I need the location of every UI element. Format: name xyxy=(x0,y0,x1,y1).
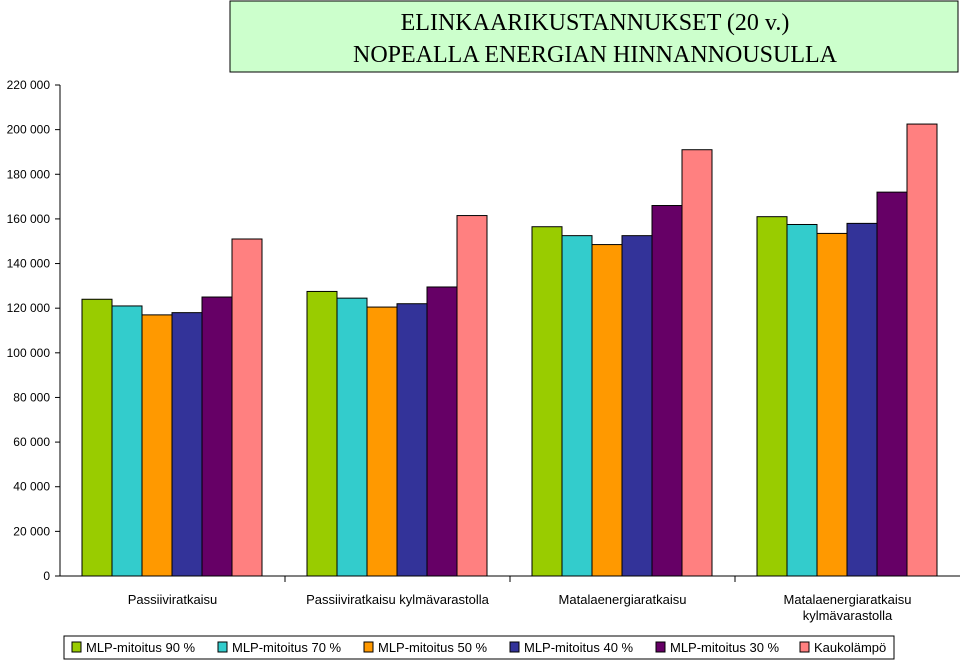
title-box: ELINKAARIKUSTANNUKSET (20 v.) NOPEALLA E… xyxy=(229,0,959,73)
x-category-label: Matalaenergiaratkaisu xyxy=(784,592,912,607)
bar xyxy=(456,215,488,577)
y-tick-label: 40 000 xyxy=(13,480,50,494)
legend-label: MLP-mitoitus 50 % xyxy=(378,640,488,655)
axes: 0 20 000 40 000 60 000 80 000 100 000 120 000 1… xyxy=(7,78,960,583)
bar xyxy=(906,123,938,577)
bar xyxy=(141,314,173,577)
legend: MLP-mitoitus 90 % MLP-mitoitus 70 % MLP-mi… xyxy=(63,635,895,660)
legend-swatch xyxy=(509,641,520,653)
y-tick-label: 220 000 xyxy=(7,78,51,92)
bar xyxy=(561,235,593,577)
bar xyxy=(171,312,203,577)
bar xyxy=(816,232,848,577)
legend-swatch xyxy=(71,641,82,653)
bars xyxy=(81,123,938,577)
y-tick-label: 80 000 xyxy=(13,390,50,404)
y-tick-label: 140 000 xyxy=(7,257,51,271)
y-tick-label: 20 000 xyxy=(13,524,50,538)
legend-swatch xyxy=(655,641,666,653)
legend-swatch xyxy=(217,641,228,653)
bar xyxy=(531,226,563,577)
bar xyxy=(651,205,683,577)
bar xyxy=(756,216,788,577)
legend-swatch xyxy=(799,641,810,653)
bar xyxy=(81,298,113,577)
legend-box xyxy=(63,635,895,660)
x-category-label: Matalaenergiaratkaisu xyxy=(559,592,687,607)
y-tick-label: 100 000 xyxy=(7,346,51,360)
x-category-label: Passiiviratkaisu xyxy=(128,592,218,607)
legend-label: MLP-mitoitus 30 % xyxy=(670,640,780,655)
bar xyxy=(336,297,368,577)
x-category-label: Passiiviratkaisu kylmävarastolla xyxy=(306,592,490,607)
legend-label: MLP-mitoitus 40 % xyxy=(524,640,634,655)
legend-label: MLP-mitoitus 70 % xyxy=(232,640,342,655)
y-tick-label: 0 xyxy=(43,569,50,583)
legend-swatch xyxy=(363,641,374,653)
x-axis-labels: Passiiviratkaisu Passiiviratkaisu kylmäva… xyxy=(128,592,912,623)
bar xyxy=(231,238,263,577)
bar xyxy=(681,149,713,577)
bar xyxy=(786,223,818,577)
legend-label: MLP-mitoitus 90 % xyxy=(86,640,196,655)
y-tick-label: 120 000 xyxy=(7,301,51,315)
y-tick-label: 200 000 xyxy=(7,123,51,137)
bar xyxy=(366,306,398,577)
y-tick-label: 160 000 xyxy=(7,212,51,226)
bar xyxy=(306,290,338,577)
bar xyxy=(111,305,143,577)
chart-title-line-1: ELINKAARIKUSTANNUKSET (20 v.) xyxy=(401,10,790,36)
legend-label: Kaukolämpö xyxy=(814,640,886,655)
bar xyxy=(426,286,458,577)
bar xyxy=(396,303,428,577)
bar xyxy=(591,244,623,577)
bar xyxy=(846,222,878,577)
y-tick-label: 60 000 xyxy=(13,435,50,449)
bar xyxy=(876,191,908,577)
bar xyxy=(621,235,653,577)
chart-title-line-2: NOPEALLA ENERGIAN HINNANNOUSULLA xyxy=(353,42,838,68)
x-category-label: kylmävarastolla xyxy=(803,608,893,623)
bar xyxy=(201,296,233,577)
y-tick-label: 180 000 xyxy=(7,167,51,181)
